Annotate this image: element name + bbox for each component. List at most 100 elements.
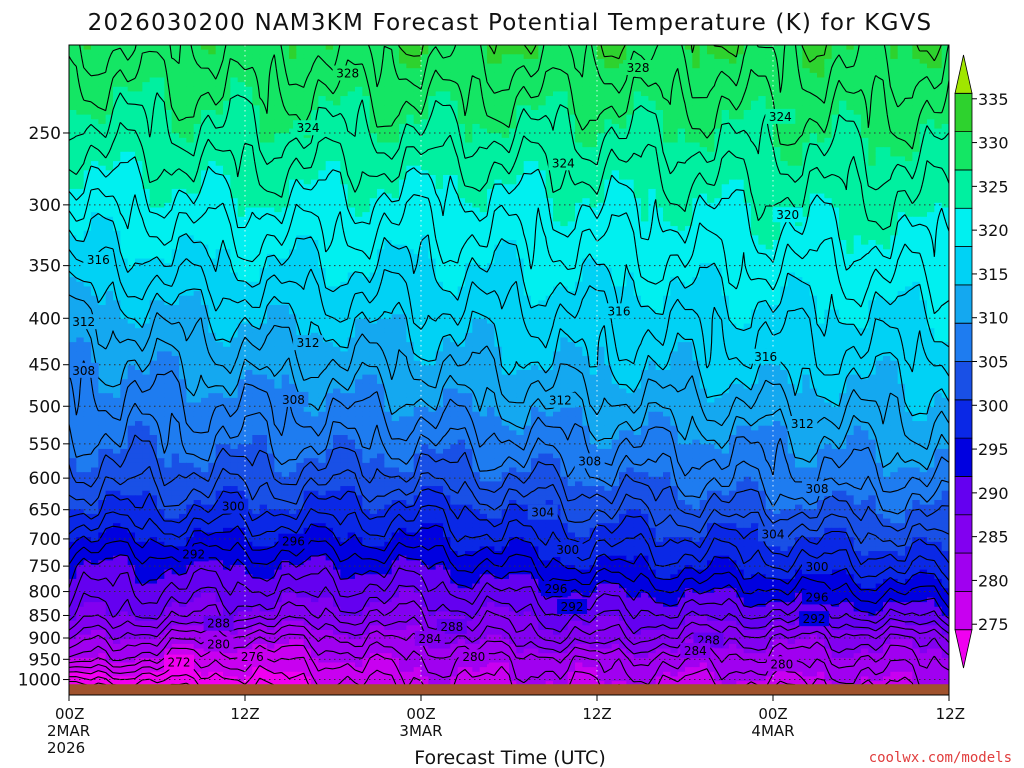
theta-cell bbox=[127, 161, 136, 167]
theta-cell bbox=[729, 202, 737, 209]
theta-cell bbox=[362, 77, 371, 83]
theta-cell bbox=[281, 58, 290, 65]
theta-cell bbox=[839, 161, 847, 167]
theta-cell bbox=[743, 230, 752, 236]
theta-cell bbox=[655, 193, 664, 199]
theta-cell bbox=[523, 184, 532, 190]
theta-cell bbox=[912, 175, 921, 181]
theta-cell bbox=[457, 119, 466, 125]
theta-cell bbox=[516, 207, 525, 213]
theta-cell bbox=[281, 133, 290, 139]
theta-cell bbox=[795, 96, 803, 102]
theta-cell bbox=[215, 147, 224, 153]
theta-cell bbox=[157, 137, 165, 144]
theta-cell bbox=[245, 114, 253, 120]
theta-cell bbox=[875, 77, 884, 83]
theta-cell bbox=[890, 230, 899, 236]
theta-cell bbox=[553, 68, 561, 74]
theta-cell bbox=[303, 137, 312, 144]
theta-cell bbox=[157, 72, 165, 79]
theta-cell bbox=[626, 100, 635, 106]
theta-cell bbox=[487, 77, 495, 83]
theta-cell bbox=[655, 184, 664, 190]
theta-cell bbox=[289, 105, 297, 111]
theta-cell bbox=[582, 58, 591, 65]
theta-cell bbox=[487, 142, 495, 148]
theta-cell bbox=[538, 156, 547, 162]
theta-cell bbox=[362, 226, 371, 232]
theta-cell bbox=[76, 63, 85, 69]
theta-cell bbox=[677, 198, 686, 204]
theta-cell bbox=[721, 119, 730, 125]
theta-cell bbox=[611, 184, 620, 190]
theta-cell bbox=[934, 165, 943, 171]
theta-cell bbox=[633, 151, 642, 158]
theta-cell bbox=[347, 100, 356, 106]
theta-cell bbox=[487, 123, 495, 130]
theta-cell bbox=[274, 226, 283, 232]
theta-cell bbox=[201, 212, 209, 218]
theta-cell bbox=[890, 63, 899, 69]
theta-cell bbox=[538, 142, 547, 148]
theta-cell bbox=[369, 212, 378, 218]
theta-cell bbox=[582, 147, 591, 153]
theta-cell bbox=[281, 161, 290, 167]
theta-cell bbox=[589, 184, 598, 190]
theta-cell bbox=[98, 45, 107, 51]
theta-cell bbox=[215, 216, 224, 223]
theta-cell bbox=[934, 207, 943, 213]
theta-cell bbox=[846, 133, 855, 139]
theta-cell bbox=[597, 100, 605, 106]
theta-cell bbox=[831, 226, 840, 232]
theta-cell bbox=[259, 45, 268, 51]
theta-cell bbox=[399, 165, 407, 171]
theta-cell bbox=[765, 170, 774, 176]
theta-cell bbox=[736, 72, 745, 79]
theta-cell bbox=[677, 58, 686, 65]
theta-cell bbox=[597, 188, 605, 195]
theta-cell bbox=[362, 142, 371, 148]
theta-cell bbox=[883, 161, 891, 167]
theta-cell bbox=[127, 86, 136, 93]
theta-cell bbox=[677, 119, 686, 125]
theta-cell bbox=[142, 68, 151, 74]
theta-cell bbox=[435, 188, 444, 195]
theta-cell bbox=[245, 105, 253, 111]
theta-cell bbox=[890, 100, 899, 106]
theta-cell bbox=[875, 68, 884, 74]
theta-cell bbox=[494, 212, 503, 218]
theta-cell bbox=[91, 45, 99, 51]
theta-cell bbox=[472, 188, 481, 195]
theta-cell bbox=[91, 86, 99, 93]
theta-cell bbox=[567, 184, 576, 190]
theta-cell bbox=[523, 156, 532, 162]
theta-cell bbox=[787, 100, 796, 106]
theta-cell bbox=[839, 221, 847, 227]
theta-cell bbox=[890, 175, 899, 181]
theta-cell bbox=[655, 156, 664, 162]
theta-cell bbox=[897, 58, 906, 65]
theta-cell bbox=[487, 133, 495, 139]
theta-cell bbox=[890, 170, 899, 176]
theta-cell bbox=[905, 105, 913, 111]
theta-cell bbox=[171, 58, 180, 65]
theta-cell bbox=[186, 207, 195, 213]
theta-cell bbox=[597, 49, 605, 55]
theta-cell bbox=[787, 165, 796, 171]
theta-cell bbox=[443, 142, 451, 148]
theta-cell bbox=[120, 133, 129, 139]
theta-cell bbox=[619, 96, 627, 102]
theta-cell bbox=[868, 216, 877, 223]
theta-cell bbox=[663, 72, 671, 79]
theta-cell bbox=[494, 63, 503, 69]
theta-cell bbox=[252, 68, 261, 74]
theta-cell bbox=[435, 193, 444, 199]
theta-cell bbox=[494, 216, 503, 223]
theta-cell bbox=[325, 114, 334, 120]
theta-cell bbox=[113, 128, 121, 134]
theta-cell bbox=[487, 119, 495, 125]
theta-cell bbox=[369, 123, 378, 130]
theta-cell bbox=[157, 212, 165, 218]
theta-cell bbox=[890, 72, 899, 79]
theta-cell bbox=[751, 221, 759, 227]
